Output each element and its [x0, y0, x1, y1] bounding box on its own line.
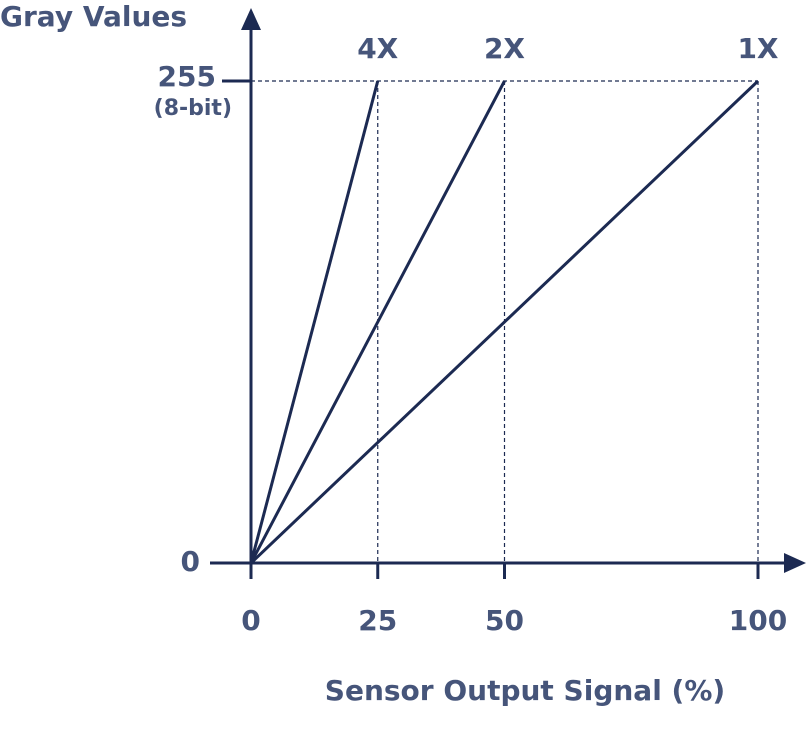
y-tick-note: (8-bit): [154, 96, 232, 121]
x-tick-label: 100: [729, 604, 787, 637]
series-line: [249, 79, 760, 565]
series-line: [249, 80, 380, 564]
series-label: 2X: [484, 32, 525, 65]
y-axis-arrow: [241, 8, 261, 30]
x-axis-title: Sensor Output Signal (%): [325, 674, 725, 707]
x-tick-label: 25: [358, 604, 397, 637]
x-axis-arrow: [784, 553, 806, 573]
x-tick-label: 0: [241, 604, 260, 637]
y-axis-title: Gray Values: [0, 0, 187, 33]
y-tick-label: 255: [158, 60, 216, 93]
series-label: 1X: [737, 32, 778, 65]
y-tick-label: 0: [181, 545, 200, 578]
series-label: 4X: [357, 32, 398, 65]
series-line: [249, 80, 506, 564]
x-tick-label: 50: [485, 604, 524, 637]
